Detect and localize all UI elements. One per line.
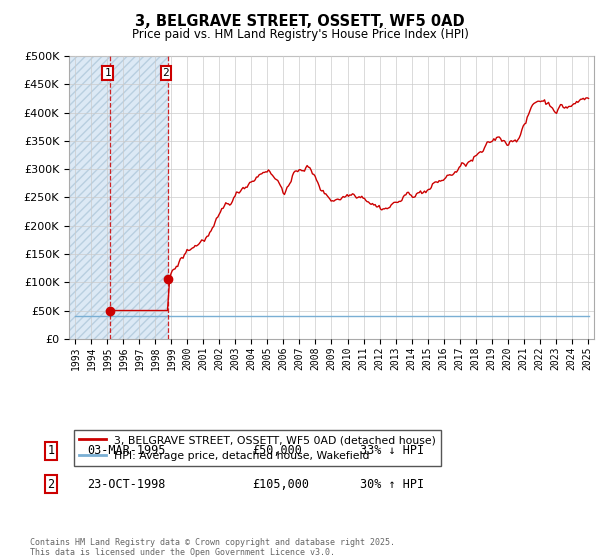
Text: 1: 1 (47, 444, 55, 458)
Text: 23-OCT-1998: 23-OCT-1998 (87, 478, 166, 491)
Text: £105,000: £105,000 (252, 478, 309, 491)
Text: Contains HM Land Registry data © Crown copyright and database right 2025.
This d: Contains HM Land Registry data © Crown c… (30, 538, 395, 557)
Text: £50,000: £50,000 (252, 444, 302, 458)
Text: 2: 2 (47, 478, 55, 491)
Text: 03-MAR-1995: 03-MAR-1995 (87, 444, 166, 458)
Text: Price paid vs. HM Land Registry's House Price Index (HPI): Price paid vs. HM Land Registry's House … (131, 28, 469, 41)
Text: 1: 1 (104, 68, 111, 78)
Text: 2: 2 (163, 68, 169, 78)
Legend: 3, BELGRAVE STREET, OSSETT, WF5 0AD (detached house), HPI: Average price, detach: 3, BELGRAVE STREET, OSSETT, WF5 0AD (det… (74, 431, 441, 466)
Text: 3, BELGRAVE STREET, OSSETT, WF5 0AD: 3, BELGRAVE STREET, OSSETT, WF5 0AD (135, 14, 465, 29)
Bar (69, 56, 169, 339)
Bar (69, 56, 169, 339)
Text: 30% ↑ HPI: 30% ↑ HPI (360, 478, 424, 491)
Text: 33% ↓ HPI: 33% ↓ HPI (360, 444, 424, 458)
